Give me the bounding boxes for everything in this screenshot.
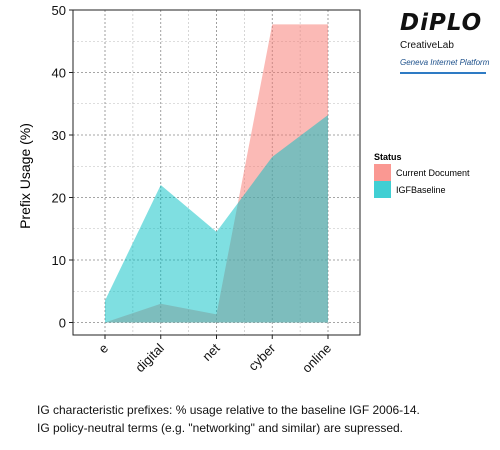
y-tick-label: 20 [52,191,66,206]
logo-subtitle: CreativeLab [400,40,454,51]
diplo-logo: DiPLO CreativeLab Geneva Internet Platfo… [398,10,490,80]
x-tick-label: e [95,341,111,357]
y-tick-label: 40 [52,66,66,81]
x-axis: e digital net cyber online [95,335,334,376]
legend-title: Status [374,152,402,162]
logo-underline [400,72,486,74]
x-tick-label: online [299,341,334,376]
legend-swatch [374,164,391,181]
legend-label: IGFBaseline [396,185,446,195]
y-tick-label: 50 [52,3,66,18]
y-tick-label: 10 [52,253,66,268]
legend: Status Current Document IGFBaseline [374,152,470,198]
x-tick-label: cyber [245,340,279,374]
logo-platform: Geneva Internet Platform [400,58,490,67]
y-axis-title: Prefix Usage (%) [17,123,33,229]
x-tick-label: net [199,340,223,364]
caption-line-2: IG policy-neutral terms (e.g. "networkin… [37,421,403,435]
caption-line-1: IG characteristic prefixes: % usage rela… [37,403,420,417]
logo-name: DiPLO [400,10,483,36]
y-tick-label: 30 [52,128,66,143]
legend-label: Current Document [396,168,470,178]
y-axis: 0 10 20 30 40 50 [52,3,73,331]
area-series [105,24,328,323]
y-tick-label: 0 [59,316,66,331]
x-tick-label: digital [132,340,167,375]
legend-swatch [374,181,391,198]
area-igfbaseline [105,115,328,323]
area-chart: 0 10 20 30 40 50 e digital net cyber online Prefi… [17,3,470,376]
